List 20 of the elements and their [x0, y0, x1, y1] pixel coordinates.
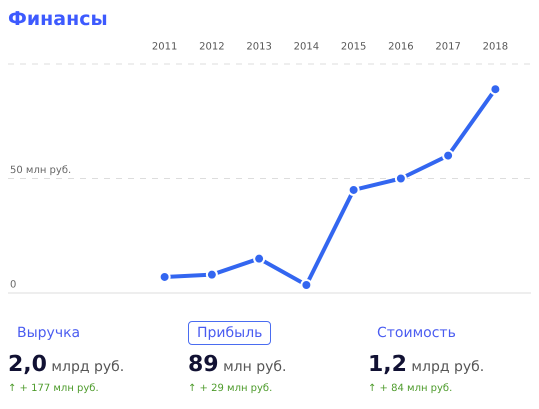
x-tick-label: 2015	[340, 42, 366, 53]
x-tick-label: 2014	[294, 42, 320, 53]
x-tick-label: 2016	[388, 42, 414, 53]
x-tick-label: 2012	[199, 42, 225, 53]
text: Выручка	[16, 324, 82, 343]
x-tick-label: 2018	[482, 42, 508, 53]
text: ↑ + 177 млн руб.	[8, 383, 100, 394]
text: ↑ + 29 млн руб.	[188, 383, 274, 394]
text: 1,2 млрд руб.	[368, 352, 484, 377]
x-tick-label: 2013	[246, 42, 272, 53]
text: 89 млн руб.	[188, 352, 286, 377]
y-tick-label: 50 млн руб.	[10, 165, 72, 176]
text: Стоимость	[376, 324, 457, 343]
text: 2,0 млрд руб.	[8, 352, 124, 377]
text: Прибыль	[188, 321, 272, 345]
y-tick-label: 0	[10, 280, 16, 291]
x-tick-label: 2017	[435, 42, 461, 53]
chart-title: Финансы	[8, 8, 109, 32]
text: ↑ + 84 млн руб.	[368, 383, 454, 394]
x-tick-label: 2011	[152, 42, 178, 53]
